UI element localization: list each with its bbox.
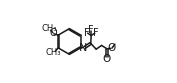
Text: F: F [84,28,89,38]
Text: CH₃: CH₃ [46,48,61,57]
Text: CH₃: CH₃ [41,24,57,33]
Text: O: O [49,28,57,38]
Text: O: O [107,43,115,53]
Text: N: N [79,42,88,53]
Text: F: F [93,28,99,38]
Text: O: O [103,54,111,64]
Text: F: F [88,25,94,35]
